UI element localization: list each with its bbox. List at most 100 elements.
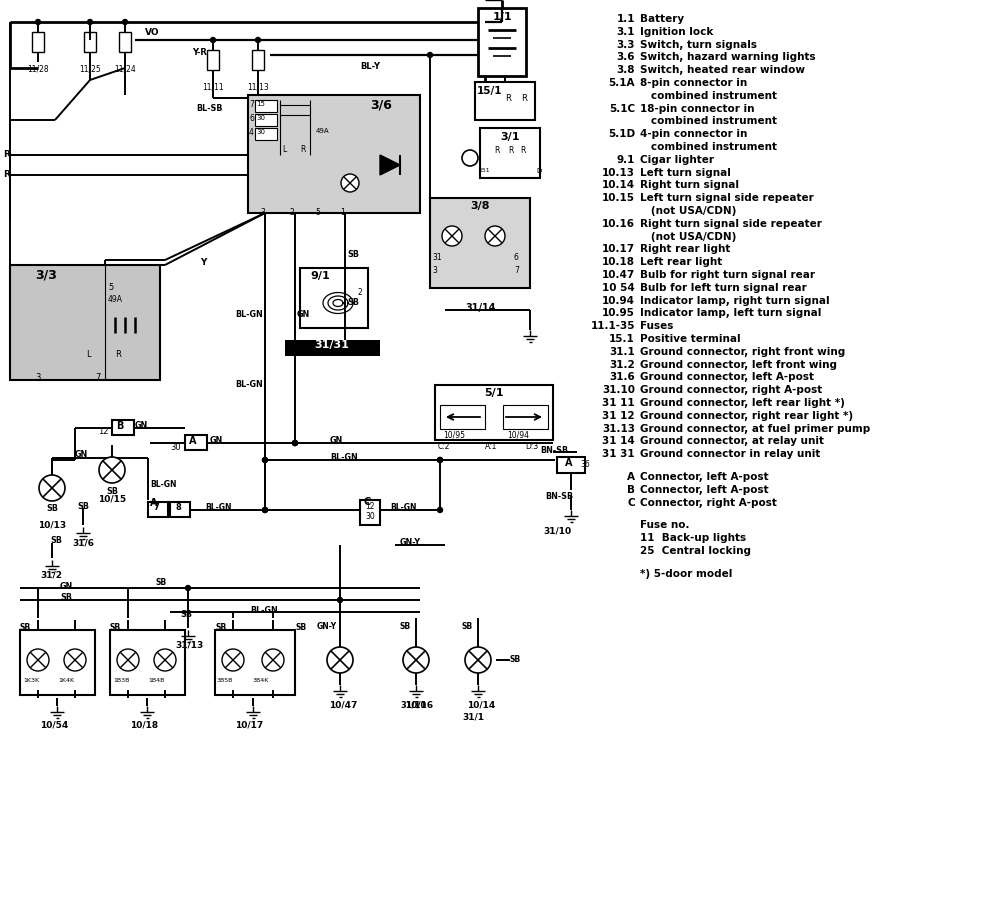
Circle shape (154, 649, 176, 671)
Text: Switch, heated rear window: Switch, heated rear window (640, 65, 805, 75)
Text: 30: 30 (256, 129, 265, 135)
Circle shape (35, 19, 40, 25)
Text: SB: SB (77, 502, 89, 511)
Text: 7: 7 (249, 100, 254, 109)
Text: 15/1: 15/1 (477, 86, 502, 96)
Bar (32, 32, 44, 52)
Text: Right turn signal side repeater: Right turn signal side repeater (640, 219, 822, 229)
Text: 12: 12 (365, 502, 375, 511)
Text: 5: 5 (315, 208, 320, 217)
Text: 31/14: 31/14 (465, 303, 495, 313)
Text: Connector, right A-post: Connector, right A-post (640, 498, 776, 508)
Circle shape (341, 174, 359, 192)
Text: (not USA/CDN): (not USA/CDN) (640, 232, 736, 241)
Text: 31.2: 31.2 (609, 359, 635, 370)
Circle shape (292, 440, 297, 446)
Bar (84, 32, 96, 52)
Circle shape (437, 458, 442, 462)
Text: BL-GN: BL-GN (235, 380, 263, 389)
Circle shape (337, 598, 342, 602)
Bar (359, 500, 380, 525)
Text: GN: GN (330, 436, 343, 445)
Text: 10/14: 10/14 (467, 700, 495, 709)
Text: GN: GN (210, 436, 224, 445)
Circle shape (262, 649, 284, 671)
Text: SB: SB (296, 623, 307, 632)
Text: R: R (508, 146, 514, 155)
Text: 12: 12 (98, 427, 109, 436)
Text: L: L (86, 350, 91, 359)
Bar (557, 457, 585, 473)
Text: Y-R: Y-R (192, 48, 206, 57)
Text: R: R (494, 146, 499, 155)
Text: 3: 3 (432, 266, 437, 275)
Text: 31/10: 31/10 (400, 700, 426, 709)
Text: 15: 15 (256, 101, 265, 107)
Text: SB: SB (510, 655, 522, 664)
Text: R: R (300, 145, 305, 154)
Bar (148, 502, 168, 517)
Text: 10.18: 10.18 (602, 257, 635, 267)
Text: 3: 3 (260, 208, 265, 217)
Circle shape (123, 19, 128, 25)
Text: 1.1: 1.1 (616, 14, 635, 24)
Text: 10/47: 10/47 (329, 700, 357, 709)
Text: Fuses: Fuses (640, 321, 674, 331)
Text: 31/6: 31/6 (71, 538, 94, 547)
Text: 3.6: 3.6 (616, 52, 635, 62)
Text: 10/17: 10/17 (235, 720, 263, 729)
Circle shape (117, 649, 139, 671)
Circle shape (263, 507, 268, 513)
Text: BL-SB: BL-SB (196, 104, 223, 113)
Text: 31 31: 31 31 (602, 449, 635, 459)
Circle shape (210, 38, 215, 42)
Text: 5: 5 (108, 283, 113, 292)
Text: SB: SB (347, 250, 359, 259)
Text: SB: SB (106, 487, 118, 496)
Text: 10/13: 10/13 (38, 520, 66, 529)
Text: 15.1: 15.1 (609, 334, 635, 344)
Text: Left turn signal: Left turn signal (640, 168, 731, 178)
Text: Connector, left A-post: Connector, left A-post (640, 472, 768, 482)
Bar (207, 50, 219, 70)
Text: SB: SB (400, 622, 411, 631)
Text: 25  Central locking: 25 Central locking (640, 546, 751, 556)
Text: Ignition lock: Ignition lock (640, 27, 713, 37)
Text: 6: 6 (514, 253, 519, 262)
Text: 3B5B: 3B5B (217, 678, 234, 683)
Text: 30: 30 (365, 512, 375, 521)
Text: SB: SB (462, 622, 473, 631)
Text: 3: 3 (35, 373, 40, 382)
Bar (475, 82, 535, 120)
Text: BL-Y: BL-Y (359, 62, 380, 71)
Text: 11/24: 11/24 (114, 64, 136, 73)
Circle shape (222, 649, 244, 671)
Circle shape (428, 52, 432, 58)
Circle shape (99, 457, 125, 483)
Text: 31/1: 31/1 (462, 713, 484, 722)
Text: 1K3K: 1K3K (23, 678, 39, 683)
Text: D: D (536, 168, 541, 174)
Circle shape (327, 647, 353, 673)
Text: 49A: 49A (316, 128, 329, 134)
Text: 7: 7 (153, 503, 159, 512)
Text: BL-GN: BL-GN (390, 503, 417, 512)
Circle shape (442, 226, 462, 246)
Text: 10/94: 10/94 (507, 430, 529, 439)
Bar (255, 100, 277, 112)
Text: 31 12: 31 12 (602, 411, 635, 421)
Text: 11/11: 11/11 (202, 82, 224, 91)
Text: 49A: 49A (108, 295, 123, 304)
Bar (10, 265, 160, 380)
Text: BL-GN: BL-GN (250, 606, 278, 615)
Text: GN: GN (60, 582, 74, 591)
Text: 31/2: 31/2 (40, 570, 62, 579)
Text: 5.1D: 5.1D (608, 129, 635, 139)
Text: 11/13: 11/13 (247, 82, 269, 91)
Text: 3/6: 3/6 (370, 98, 392, 111)
Circle shape (465, 647, 491, 673)
Text: R: R (3, 170, 10, 179)
Text: 31.6: 31.6 (609, 372, 635, 382)
Text: Left turn signal side repeater: Left turn signal side repeater (640, 193, 814, 204)
Text: SB: SB (46, 504, 58, 513)
